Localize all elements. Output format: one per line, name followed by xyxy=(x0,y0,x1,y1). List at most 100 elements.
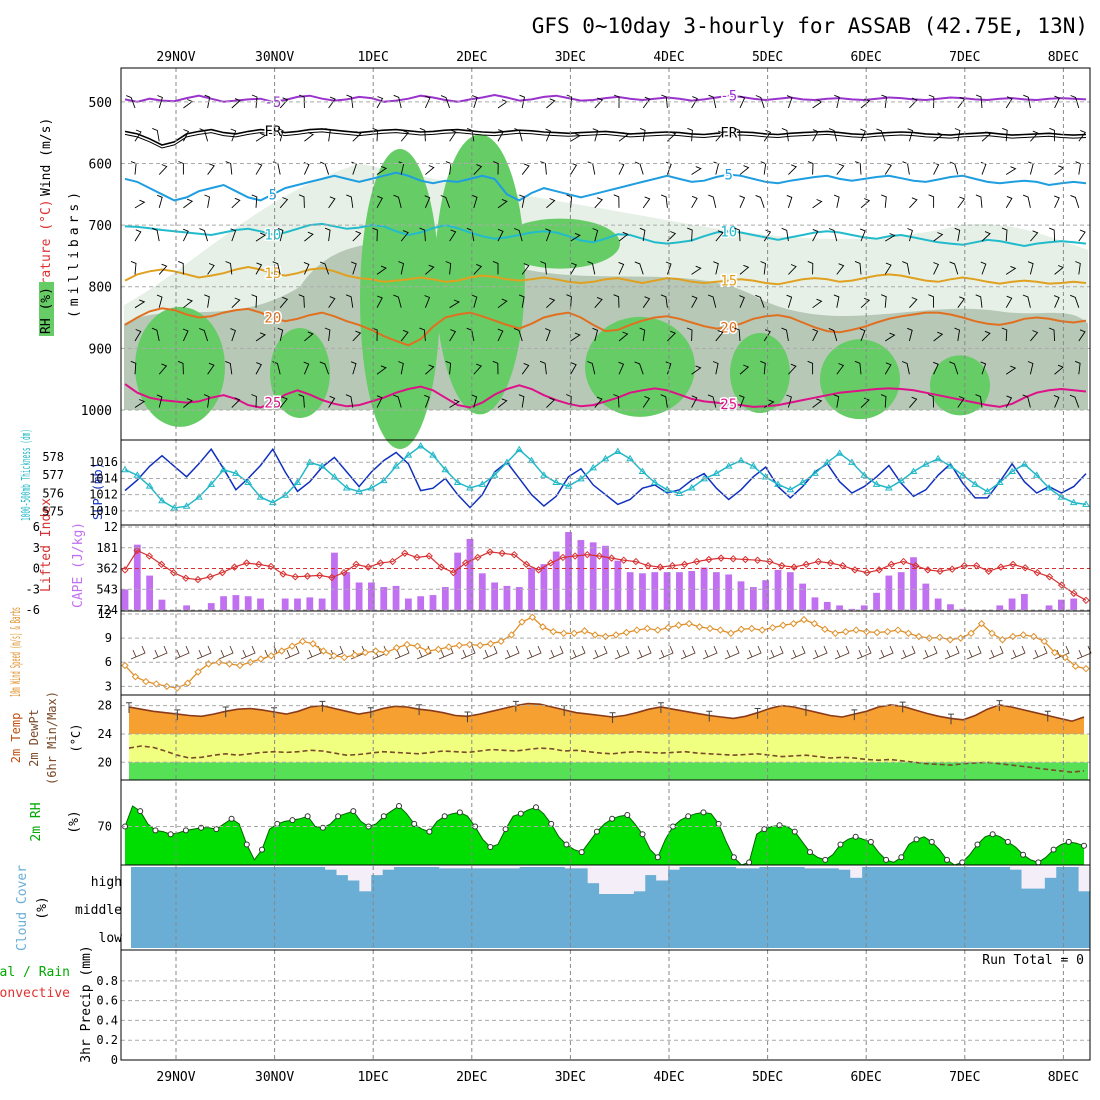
wind-barb-icon xyxy=(1069,394,1080,408)
rh2m-point xyxy=(639,831,646,838)
thickness-point xyxy=(971,480,979,487)
wind-speed-point xyxy=(664,623,672,632)
wind-barb-icon xyxy=(763,129,772,142)
wind-barb-icon xyxy=(372,127,379,142)
wind-barb-icon xyxy=(933,132,944,142)
wind-barb-icon xyxy=(980,161,987,175)
li-tick-label: -6 xyxy=(26,603,40,617)
temp-minmax-bar xyxy=(464,711,471,723)
wind-barb-icon xyxy=(449,329,457,342)
rh2m-unit: (%) xyxy=(67,810,82,833)
li-point xyxy=(182,574,190,582)
wind-barb-icon xyxy=(152,127,160,142)
wind-barb-icon xyxy=(304,132,314,142)
wind-barb-icon xyxy=(1001,227,1008,242)
wind-speed-point xyxy=(758,626,766,634)
wind-speed-point xyxy=(570,629,578,638)
isotherm-label: -5 xyxy=(264,95,281,111)
rh2m-point xyxy=(761,826,768,833)
wind-barb-icon xyxy=(298,194,305,208)
li-point xyxy=(705,555,713,564)
thickness-point xyxy=(958,471,967,478)
wind-barb-icon xyxy=(614,645,630,660)
wind-barb-icon xyxy=(546,397,556,408)
thickness-point xyxy=(909,467,918,475)
cape-axis-label: CAPE (J/kg) xyxy=(71,522,86,608)
wind-barb-icon xyxy=(812,129,819,142)
rh2m-point xyxy=(624,811,631,818)
thickness-point xyxy=(330,473,339,480)
rh2m-point xyxy=(213,826,220,833)
rh2m-point xyxy=(563,841,570,848)
wind-barb-icon xyxy=(445,261,452,275)
rh2m-point xyxy=(228,815,235,822)
cape-bar xyxy=(663,572,671,610)
wind-barb-icon xyxy=(860,128,866,142)
cape-bar xyxy=(454,552,462,610)
chart-title: GFS 0~10day 3-hourly for ASSAB (42.75E, … xyxy=(532,14,1088,38)
cape-bar xyxy=(614,560,622,610)
slp-tick-label: 1012 xyxy=(89,488,118,502)
wind-barb-icon xyxy=(933,331,944,342)
wind-barb-icon xyxy=(230,128,237,142)
li-point xyxy=(1009,560,1017,569)
rh2m-point xyxy=(487,844,494,851)
thickness-point xyxy=(1032,471,1041,478)
wind-speed-point xyxy=(257,655,265,663)
wind-barb-icon xyxy=(134,329,142,342)
li-point xyxy=(680,560,689,569)
wind-barb-icon xyxy=(304,231,314,242)
thickness-point xyxy=(934,454,943,462)
thickness-point xyxy=(342,484,351,491)
wind-barb-icon xyxy=(303,162,310,175)
wind-barb-icon xyxy=(949,361,959,375)
cape-tick-label: 362 xyxy=(96,562,118,576)
wind-barb-icon xyxy=(860,198,871,209)
wind-barb-icon xyxy=(763,329,771,342)
cape-bar xyxy=(540,564,548,610)
wind-barb-icon xyxy=(691,395,698,408)
cape-tick-label: 181 xyxy=(96,541,118,555)
wind-barb-icon xyxy=(513,327,523,342)
wind-speed-point xyxy=(967,629,975,638)
wind-barb-icon xyxy=(134,229,142,242)
precip-total-label: Total / Rain xyxy=(0,965,70,980)
rh2m-point xyxy=(867,838,874,845)
li-point xyxy=(571,552,579,560)
wind-barb-icon xyxy=(691,96,698,109)
wind-barb-icon xyxy=(199,228,209,242)
li-point xyxy=(194,575,202,584)
wind-barb-icon xyxy=(545,128,552,142)
wind-barb-icon xyxy=(739,295,745,308)
temp-minmax-bar xyxy=(657,702,664,714)
wind-barb-icon xyxy=(130,260,137,275)
li-tick-label: -3 xyxy=(26,582,40,596)
rh2m-point xyxy=(289,817,296,824)
wind-barb-icon xyxy=(1030,230,1039,242)
wind-barb-icon xyxy=(134,299,146,309)
wind-barb-icon xyxy=(954,227,961,242)
date-label-top: 3DEC xyxy=(555,50,586,65)
slp-tick-label: 1016 xyxy=(89,455,118,469)
wind-barb-icon xyxy=(183,398,193,408)
cape-bar xyxy=(146,575,154,610)
rh-shade-high xyxy=(135,306,225,427)
wind-barb-icon xyxy=(966,645,982,660)
cape-bar xyxy=(848,608,856,610)
wind-barb-icon xyxy=(218,645,234,660)
wind-barb-icon xyxy=(400,230,409,242)
cloud-clear-bar xyxy=(336,867,349,876)
rh-shade-high xyxy=(500,218,620,269)
rh2m-point xyxy=(1035,859,1042,866)
wind-barb-icon xyxy=(231,98,241,109)
li-point xyxy=(522,560,531,569)
wind-barb-icon xyxy=(928,394,935,408)
wind-barb-icon xyxy=(713,261,719,275)
thickness-point xyxy=(416,442,425,449)
cloud-clear-bar xyxy=(347,867,360,881)
rh2m-point xyxy=(746,859,753,866)
li-point xyxy=(376,559,385,567)
cloud-clear-bar xyxy=(621,867,634,894)
wind-barb-icon xyxy=(859,328,866,342)
li-axis-label: Lifted Index xyxy=(39,498,54,592)
